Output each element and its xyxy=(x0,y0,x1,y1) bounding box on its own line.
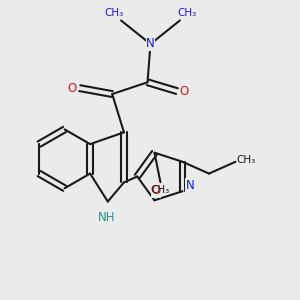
Text: CH₃: CH₃ xyxy=(104,8,123,18)
Text: O: O xyxy=(152,184,160,197)
Text: N: N xyxy=(185,179,194,192)
Text: O: O xyxy=(180,85,189,98)
Text: CH₃: CH₃ xyxy=(236,155,255,165)
Text: N: N xyxy=(146,38,155,50)
Text: NH: NH xyxy=(98,211,115,224)
Text: CH₃: CH₃ xyxy=(151,185,170,195)
Text: CH₃: CH₃ xyxy=(178,8,197,18)
Text: O: O xyxy=(68,82,77,95)
